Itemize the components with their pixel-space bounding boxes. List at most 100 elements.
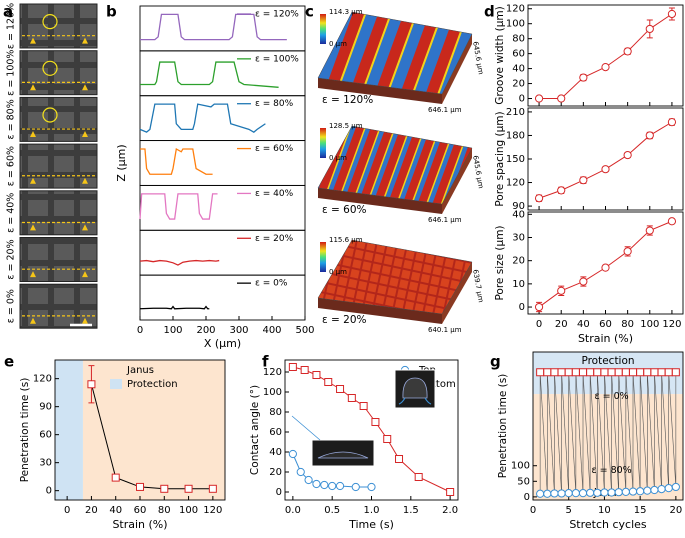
y-tick-label: 100 <box>263 387 282 398</box>
marker <box>328 481 337 491</box>
x-tick-label: 40 <box>577 319 590 330</box>
x-tick-label: 100 <box>640 319 659 330</box>
cycle-line <box>639 372 648 491</box>
marker <box>601 165 610 174</box>
cycle-line <box>654 372 662 490</box>
marker <box>579 277 588 286</box>
y-extent: 645.6 μm <box>471 41 485 76</box>
marker <box>667 217 677 226</box>
x-tick-label: 0 <box>64 505 70 516</box>
legend-label: Janus <box>126 365 154 376</box>
cycle-line <box>668 372 677 487</box>
surface <box>317 125 473 205</box>
marker <box>446 488 455 496</box>
y-tick-label: 180 <box>506 130 525 141</box>
y-tick-label: 10 <box>512 279 525 290</box>
marker <box>645 131 654 140</box>
legend-label: ε = 80% <box>255 99 294 109</box>
x-tick-label: 0 <box>530 505 536 516</box>
y-tick-label: 50 <box>517 476 530 487</box>
legend-label: ε = 40% <box>255 189 294 199</box>
x-tick-label: 1.5 <box>403 505 419 516</box>
surface-side <box>442 148 472 214</box>
panel-letter: c <box>305 3 314 21</box>
y-tick-label: 120 <box>263 367 282 378</box>
marker <box>534 302 544 312</box>
pore-marker <box>42 107 58 123</box>
marker <box>607 488 616 497</box>
x-tick-label: 100 <box>179 505 198 516</box>
marker <box>160 484 169 493</box>
x-tick-label: 500 <box>295 325 314 336</box>
y-tick-label: 0 <box>519 302 525 313</box>
cycle-line <box>604 372 612 493</box>
region <box>533 394 683 500</box>
marker <box>312 479 321 489</box>
marker <box>557 368 566 377</box>
marker <box>557 286 566 295</box>
marker <box>351 482 360 492</box>
x-tick-label: 20 <box>555 319 568 330</box>
x-axis-title: Stretch cycles <box>569 518 647 531</box>
marker <box>208 484 217 493</box>
cycle-line <box>561 372 570 494</box>
y-tick-label: 120 <box>506 178 525 189</box>
y-tick-label: 30 <box>512 233 525 244</box>
marker <box>636 368 645 377</box>
marker <box>671 482 680 492</box>
legend-label: ε = 0% <box>255 279 288 289</box>
strain-label: ε = 20% <box>322 314 367 326</box>
inset-arrow <box>291 415 321 441</box>
marker <box>593 488 602 497</box>
colorbar <box>320 242 326 272</box>
x-tick-label: 1.0 <box>364 505 380 516</box>
marker <box>184 484 193 493</box>
cycle-line <box>589 372 598 493</box>
panel-letter: e <box>4 353 14 371</box>
marker <box>543 489 552 498</box>
y-axis-title: Penetration time (s) <box>497 374 509 479</box>
marker <box>621 368 630 377</box>
marker <box>296 467 305 477</box>
marker <box>136 482 144 491</box>
colorbar-min: 0 μm <box>329 154 347 162</box>
x-extent: 646.1 μm <box>428 216 462 224</box>
legend-label: ε = 120% <box>255 10 299 20</box>
y-tick-label: 0 <box>524 492 530 503</box>
micrograph-label: ε = 100% <box>6 50 17 96</box>
y-tick-label: 150 <box>506 154 525 165</box>
y-tick-label: 120 <box>506 4 525 15</box>
y-tick-label: 60 <box>39 430 52 441</box>
marker <box>664 368 673 377</box>
y-axis-title: Z (μm) <box>115 144 128 181</box>
legend-label: Bottom <box>419 379 456 390</box>
y-axis-title: Groove width (μm) <box>494 6 506 104</box>
marker <box>657 484 666 494</box>
marker <box>335 481 345 491</box>
marker <box>557 94 566 103</box>
y-tick-label: 80 <box>269 407 282 418</box>
x-axis-title: Strain (%) <box>112 518 167 531</box>
x-tick-label: 120 <box>203 505 222 516</box>
legend-swatch <box>110 379 122 389</box>
x-tick-label: 80 <box>621 319 634 330</box>
profile-line <box>139 193 218 220</box>
marker <box>578 489 588 498</box>
marker <box>543 368 552 377</box>
y-axis-title: Penetration time (s) <box>19 378 31 483</box>
marker <box>320 480 329 490</box>
surface-side <box>442 34 472 104</box>
y-tick-label: 20 <box>269 467 282 478</box>
series-label: ε = 80% <box>591 465 631 476</box>
marker <box>623 150 632 160</box>
y-axis-title: Pore spacing (μm) <box>494 111 506 206</box>
cycle-line <box>546 372 555 494</box>
profile-line <box>139 103 266 133</box>
colorbar <box>320 14 326 44</box>
marker <box>671 368 680 377</box>
panel-letter: a <box>3 3 13 21</box>
marker <box>564 489 573 498</box>
y-tick-label: 120 <box>33 374 52 385</box>
y-tick-label: 60 <box>269 427 282 438</box>
marker <box>621 487 630 496</box>
